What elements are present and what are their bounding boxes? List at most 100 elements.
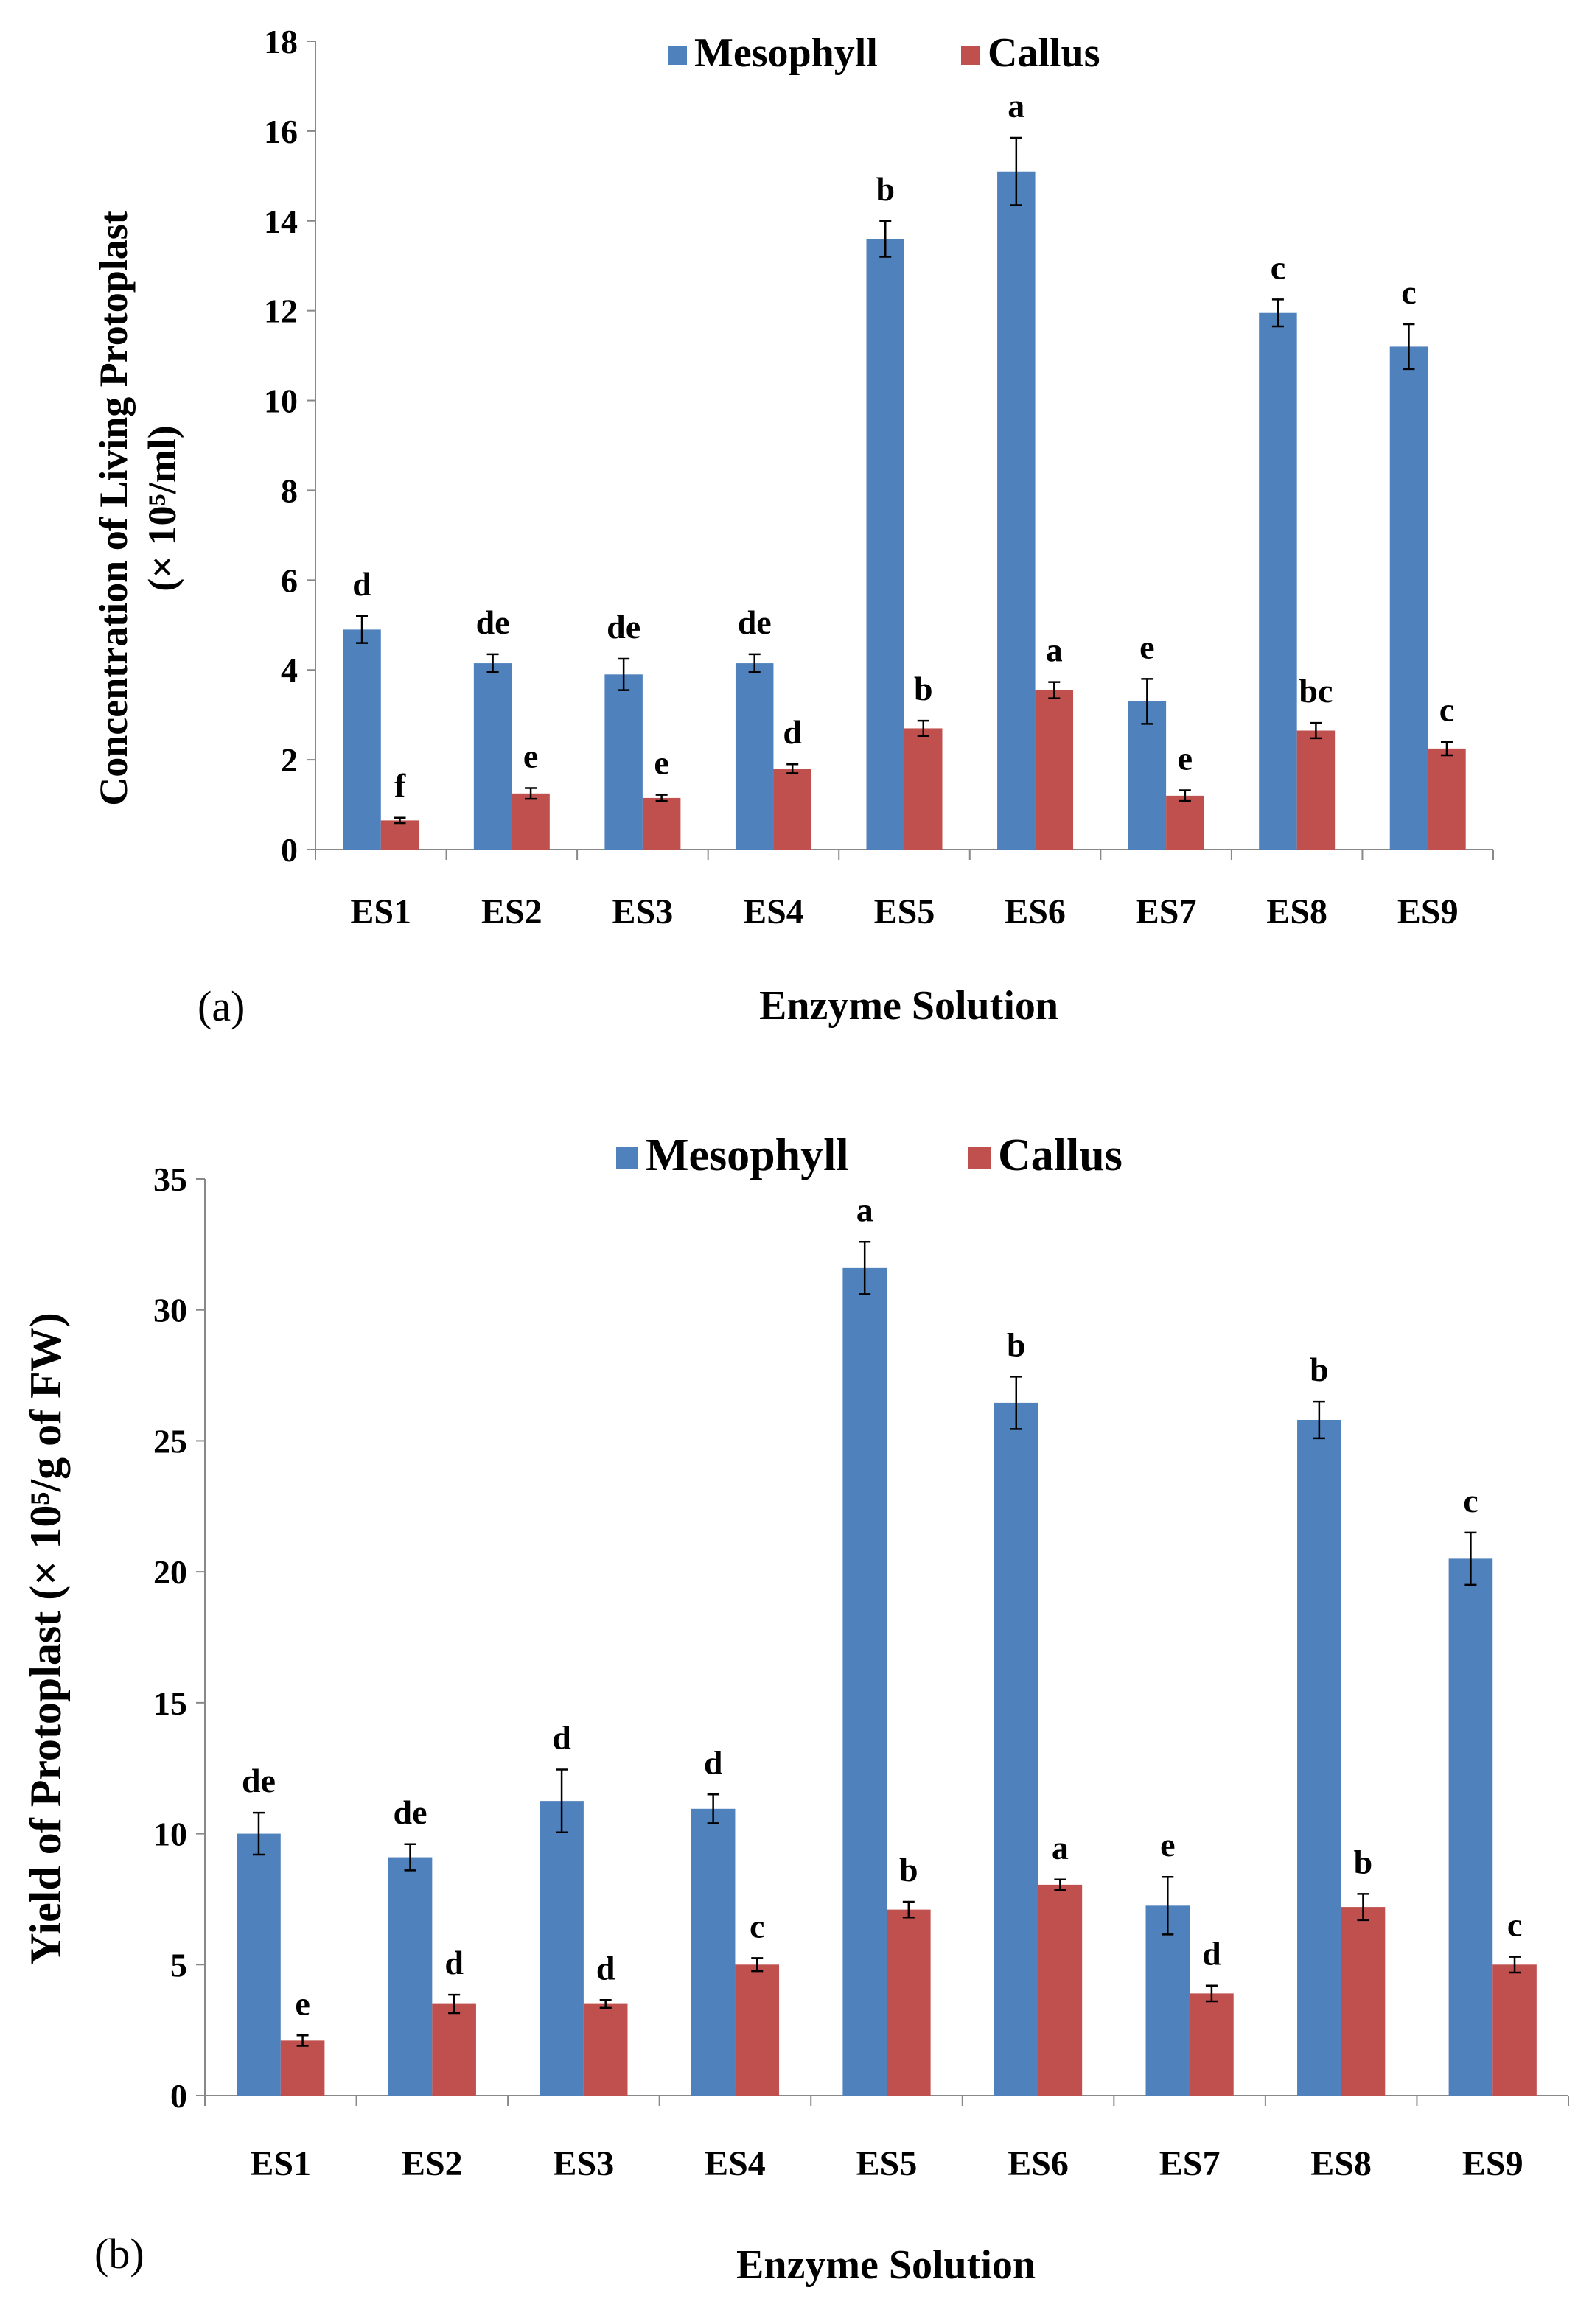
x-tick-label: ES1 [250, 2144, 311, 2183]
y-tick-label: 14 [264, 203, 298, 240]
mesophyll-bar [343, 629, 381, 850]
panel-a-ylabel-line1: Concentration of Living Protoplast [91, 211, 136, 806]
significance-label: e [1178, 740, 1193, 777]
significance-label: c [1507, 1906, 1522, 1944]
callus-bar [735, 1964, 780, 2096]
x-tick-label: ES1 [350, 892, 411, 931]
y-tick-label: 0 [170, 2077, 187, 2115]
y-tick-label: 10 [264, 382, 298, 420]
y-tick-label: 25 [153, 1422, 187, 1460]
chart-panel-b: de de d d a b e b c e d d c b a d b c 0 5 10 15 20 25 30 35 ES1 ES… [21, 1130, 1569, 2288]
y-tick-label: 5 [170, 1946, 187, 1984]
callus-bar [1492, 1964, 1537, 2096]
callus-bar [773, 769, 811, 850]
mesophyll-bar [388, 1857, 433, 2096]
mesophyll-bar [1297, 1419, 1341, 2096]
significance-label: a [1008, 87, 1024, 125]
x-tick-label: ES7 [1136, 892, 1197, 931]
y-tick-label: 35 [153, 1161, 187, 1198]
significance-label: d [596, 1949, 615, 1987]
x-tick-label: ES2 [402, 2144, 463, 2183]
significance-label: c [1271, 248, 1285, 286]
panel-a-label: (a) [198, 982, 245, 1030]
callus-bar [280, 2040, 325, 2096]
legend-label-mesophyll: Mesophyll [694, 30, 878, 76]
callus-bar [1341, 1907, 1386, 2096]
significance-label: c [1439, 691, 1454, 729]
y-tick-label: 18 [264, 23, 298, 60]
significance-label: de [738, 603, 772, 641]
significance-label: d [352, 565, 371, 603]
significance-label: c [750, 1907, 764, 1945]
x-tick-label: ES4 [743, 892, 804, 931]
mesophyll-bar [604, 674, 643, 850]
callus-bar [380, 820, 419, 850]
x-tick-label: ES7 [1159, 2144, 1221, 2183]
callus-bar [432, 2003, 476, 2096]
significance-label: de [242, 1762, 276, 1799]
panel-a-legend: Mesophyll Callus [668, 30, 1100, 76]
panel-b-xlabel: Enzyme Solution [736, 2242, 1036, 2288]
y-tick-label: 16 [264, 113, 298, 150]
mesophyll-bar [866, 239, 904, 850]
mesophyll-bar [1259, 312, 1297, 850]
x-tick-label: ES9 [1397, 892, 1459, 931]
significance-label: a [856, 1191, 873, 1228]
significance-label: e [1160, 1826, 1175, 1863]
mesophyll-bar [994, 1402, 1038, 2096]
x-tick-label: ES9 [1462, 2144, 1523, 2183]
significance-label: e [295, 1984, 310, 2022]
y-tick-label: 12 [264, 293, 298, 330]
significance-label: a [1052, 1829, 1069, 1866]
callus-bar [887, 1909, 931, 2096]
mesophyll-bar [842, 1267, 887, 2096]
callus-bar [904, 728, 943, 850]
mesophyll-bar [691, 1808, 736, 2096]
callus-bar [1190, 1993, 1234, 2096]
callus-bar [1038, 1884, 1083, 2096]
y-tick-label: 8 [281, 472, 298, 509]
x-tick-label: ES5 [874, 892, 935, 931]
y-tick-label: 15 [153, 1684, 187, 1722]
significance-label: d [783, 713, 802, 751]
significance-label: c [1463, 1482, 1478, 1519]
y-tick-label: 6 [281, 561, 298, 599]
legend-label-mesophyll: Mesophyll [646, 1130, 849, 1180]
callus-bar [583, 2003, 628, 2096]
significance-label: d [704, 1743, 723, 1781]
x-tick-label: ES5 [856, 2144, 918, 2183]
significance-label: b [1354, 1843, 1373, 1880]
significance-label: f [394, 767, 406, 805]
y-tick-label: 20 [153, 1553, 187, 1591]
significance-label: b [914, 670, 933, 707]
significance-label: de [607, 608, 640, 645]
significance-label: bc [1299, 672, 1333, 710]
y-tick-label: 4 [281, 651, 298, 689]
x-tick-label: ES2 [481, 892, 542, 931]
panel-b-label: (b) [94, 2230, 144, 2278]
callus-bar [1428, 748, 1466, 850]
significance-label: d [1202, 1935, 1221, 1973]
significance-label: e [1139, 628, 1154, 665]
significance-label: d [444, 1944, 464, 1981]
y-tick-label: 0 [281, 831, 298, 869]
significance-label: c [1401, 273, 1416, 311]
callus-bar [642, 797, 681, 850]
callus-bar [1166, 795, 1204, 850]
significance-label: e [654, 744, 668, 782]
mesophyll-bar [237, 1833, 281, 2096]
y-tick-label: 2 [281, 741, 298, 779]
significance-label: b [1007, 1326, 1026, 1363]
panel-b-tick-labels: 0 5 10 15 20 25 30 35 ES1 ES2 ES3 ES4 ES5 ES6 ES7 ES8 ES… [153, 1161, 1523, 2183]
significance-label: de [394, 1793, 427, 1831]
significance-label: a [1046, 631, 1063, 669]
callus-bar [1035, 690, 1074, 850]
chart-panel-a: d de de de b a e c c f e e d b a e bc c 0 2 4 6 8 10 12 14 16 18 ES… [91, 23, 1494, 1030]
significance-label: de [476, 603, 510, 641]
legend-swatch-callus [968, 1147, 991, 1169]
legend-swatch-mesophyll [668, 46, 687, 65]
panel-a-xlabel: Enzyme Solution [759, 983, 1058, 1029]
legend-label-callus: Callus [988, 30, 1100, 76]
x-tick-label: ES4 [705, 2144, 766, 2183]
mesophyll-bar [735, 663, 774, 850]
